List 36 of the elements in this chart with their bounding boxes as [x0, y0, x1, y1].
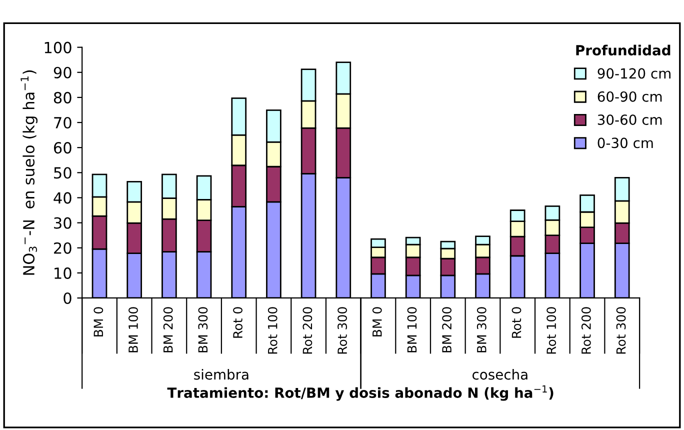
y-tick-label: 20 — [54, 242, 72, 254]
legend-title: Profundidad — [576, 44, 670, 56]
x-axis-title: Tratamiento: Rot/BM y dosis abonado N (kg ha$^{−1}$) — [167, 385, 554, 401]
x-tick-label: BM 200 — [163, 307, 173, 352]
y-tick-label: 80 — [54, 92, 72, 104]
y-tick-label: 30 — [54, 217, 72, 229]
x-tick-label: BM 100 — [128, 307, 138, 352]
x-tick-label: Rot 0 — [233, 307, 242, 338]
legend-label: 30-60 cm — [598, 114, 662, 125]
y-tick-label: 100 — [44, 42, 72, 54]
y-tick-label: 60 — [54, 142, 72, 154]
x-tick-label: Rot 100 — [546, 307, 556, 354]
text: siembra — [194, 368, 248, 380]
text: cosecha — [472, 368, 528, 380]
legend-label: 0-30 cm — [598, 138, 653, 148]
y-tick-label: 70 — [54, 116, 72, 129]
y-tick-label: 50 — [54, 167, 72, 179]
y-tick-label: 0 — [64, 292, 72, 304]
x-tick-label: BM 100 — [407, 307, 417, 352]
x-tick-label: Rot 100 — [268, 307, 278, 354]
x-tick-label: Rot 300 — [616, 307, 626, 354]
x-tick-label: BM 0 — [372, 307, 382, 336]
x-tick-label: BM 300 — [476, 307, 486, 352]
x-tick-label: Rot 200 — [581, 307, 591, 354]
x-tick-label: BM 200 — [442, 307, 452, 352]
x-tick-label: Rot 200 — [302, 307, 312, 354]
y-tick-label: 10 — [54, 267, 72, 279]
legend-label: 60-90 cm — [598, 91, 662, 102]
x-tick-label: BM 300 — [198, 307, 208, 352]
x-tick-label: Rot 300 — [338, 307, 348, 354]
y-axis-title: NO$_{3}$$^{−}$-N en suelo (kg ha$^{−1}$) — [20, 70, 38, 275]
legend-label: 90-120 cm — [598, 68, 670, 79]
y-tick-label: 90 — [54, 66, 72, 78]
x-tick-label: BM 0 — [94, 307, 104, 336]
x-tick-label: Rot 0 — [512, 307, 522, 338]
y-tick-label: 40 — [54, 192, 72, 204]
